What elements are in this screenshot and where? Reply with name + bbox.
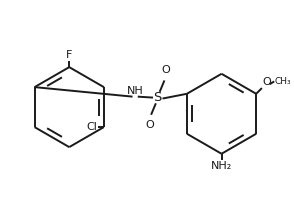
Text: O: O xyxy=(161,65,170,75)
Text: NH₂: NH₂ xyxy=(211,161,232,171)
Text: O: O xyxy=(146,120,155,130)
Text: CH₃: CH₃ xyxy=(274,77,291,86)
Text: S: S xyxy=(153,91,162,104)
Text: Cl: Cl xyxy=(86,122,97,132)
Text: O: O xyxy=(263,77,272,87)
Text: F: F xyxy=(66,51,72,60)
Text: NH: NH xyxy=(126,86,143,96)
